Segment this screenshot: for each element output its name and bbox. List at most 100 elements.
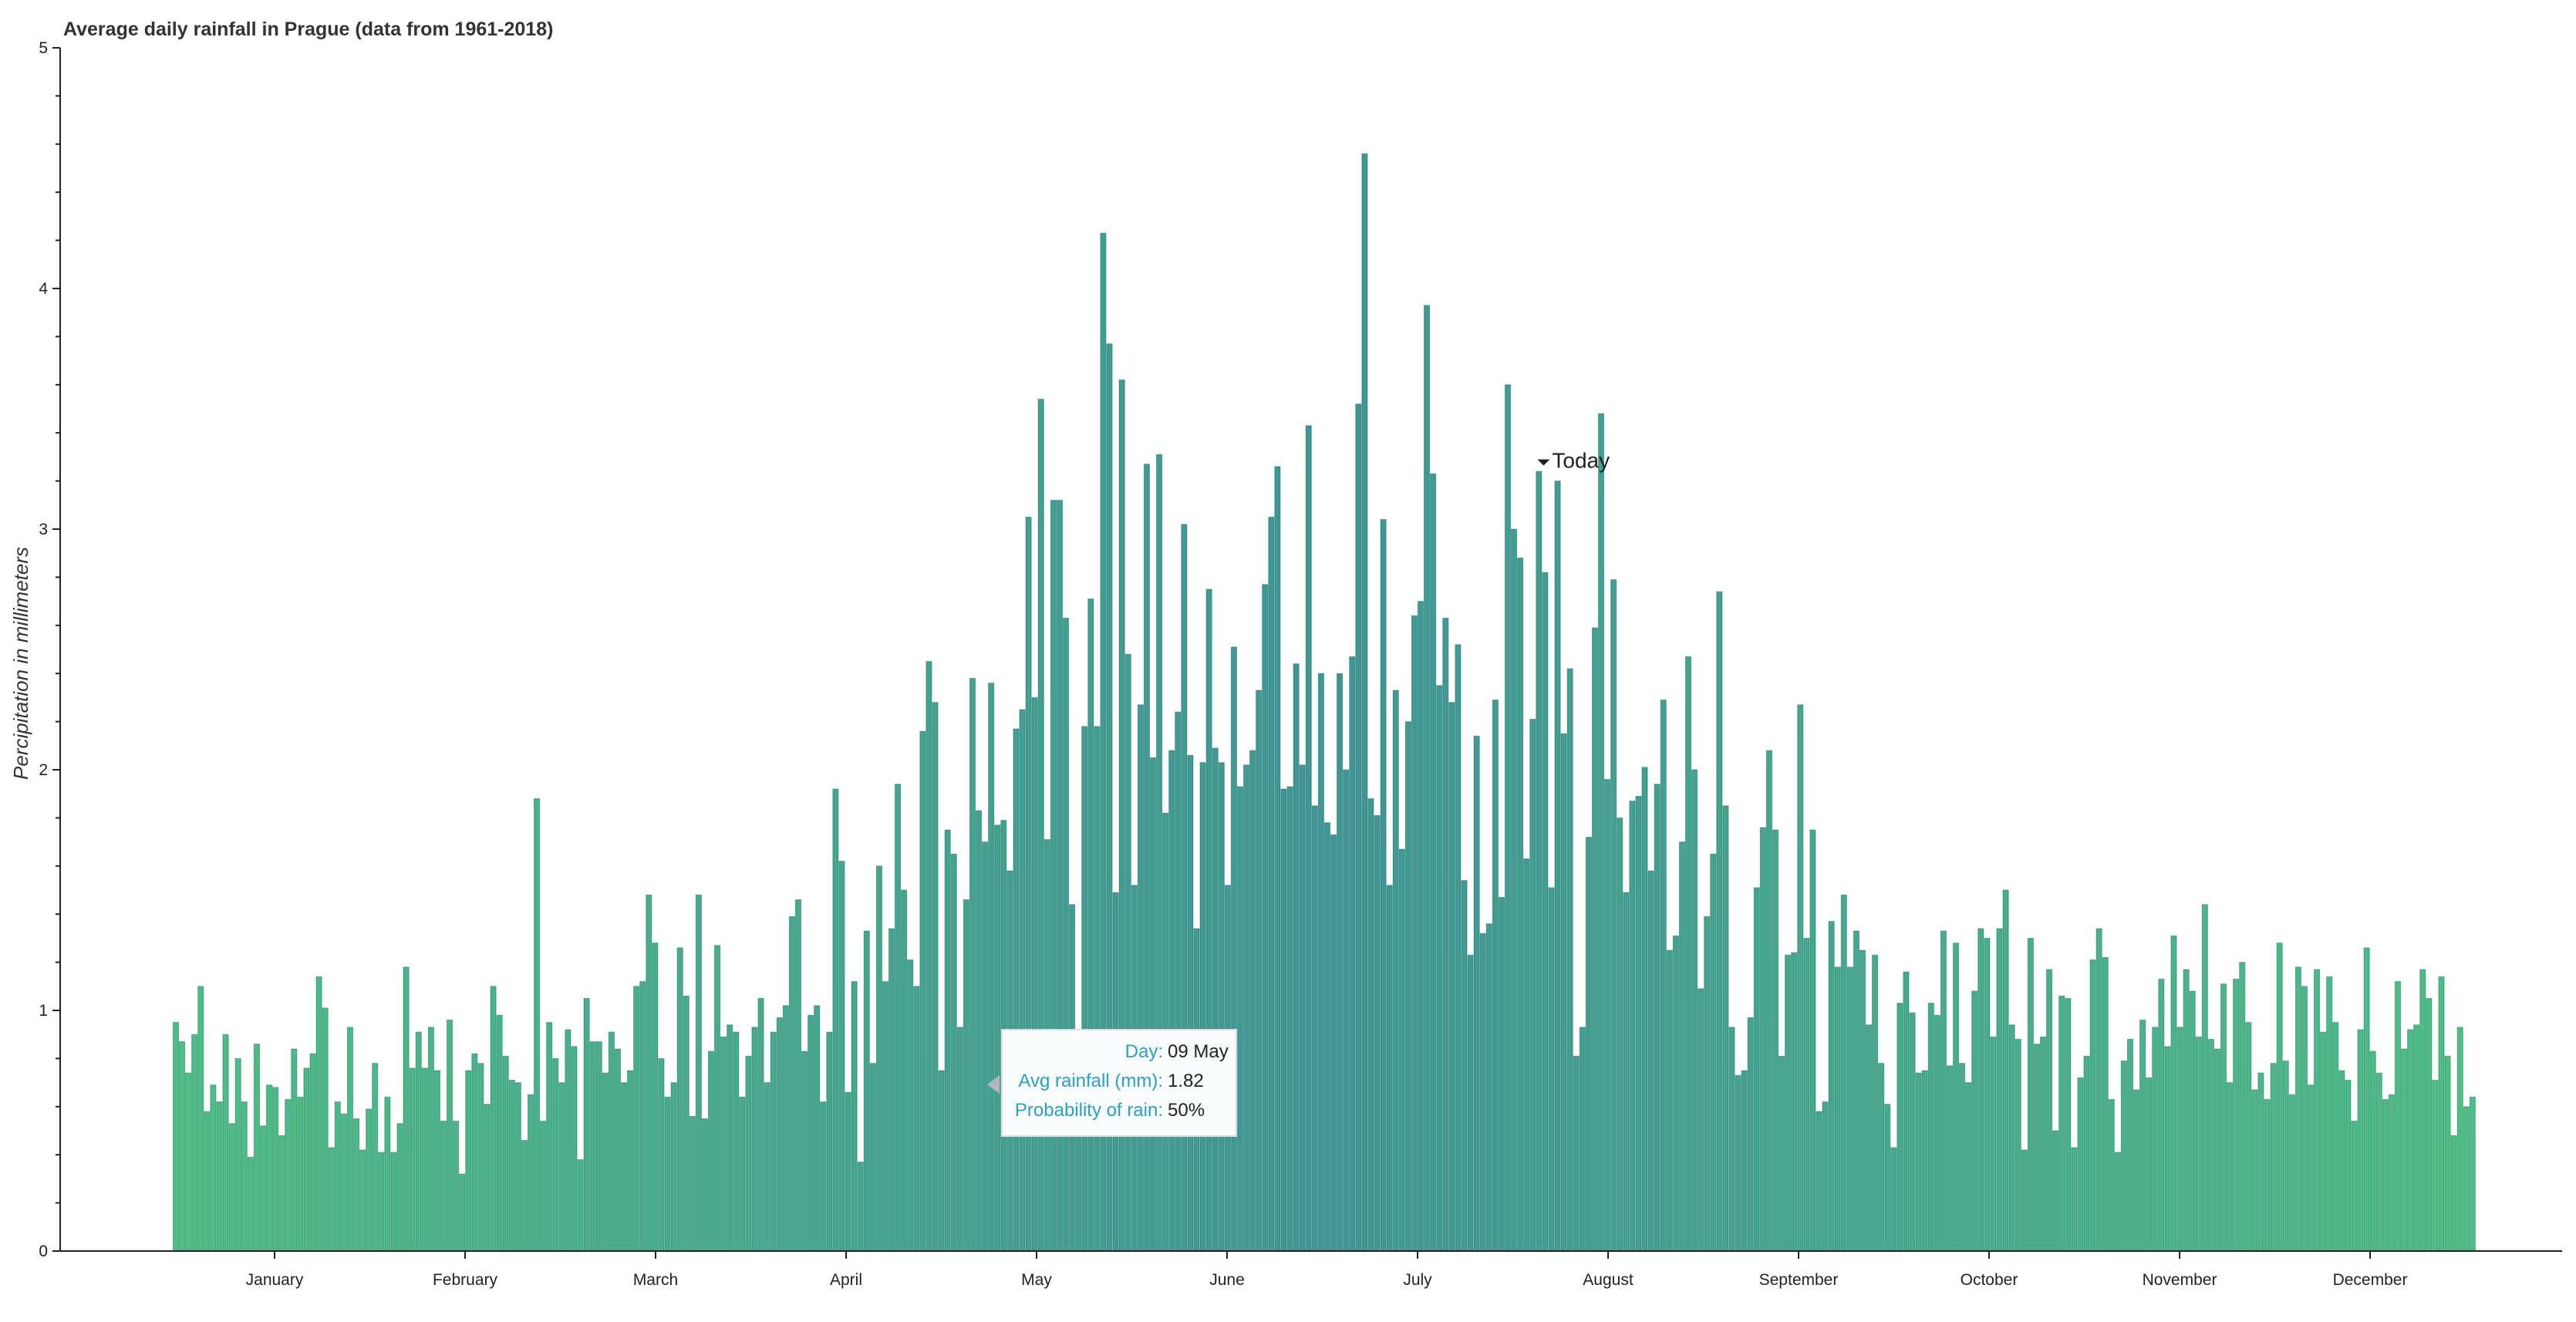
bar-day-22[interactable] [303, 1067, 310, 1252]
bar-day-232[interactable] [1610, 579, 1617, 1252]
bar-day-130[interactable] [975, 810, 983, 1252]
bar-day-67[interactable] [583, 997, 590, 1252]
bar-day-38[interactable] [403, 966, 410, 1252]
bar-day-103[interactable] [808, 1014, 814, 1252]
bar-day-356[interactable] [2382, 1098, 2389, 1252]
bar-day-197[interactable] [1392, 690, 1399, 1252]
bar-day-245[interactable] [1691, 769, 1698, 1252]
bar-day-95[interactable] [757, 997, 764, 1252]
bar-day-274[interactable] [1872, 954, 1879, 1252]
bar-day-211[interactable] [1479, 932, 1486, 1252]
bar-day-172[interactable] [1236, 786, 1244, 1252]
bar-day-12[interactable] [241, 1101, 248, 1252]
bar-day-23[interactable] [309, 1053, 316, 1252]
bar-day-30[interactable] [352, 1118, 360, 1252]
bar-day-322[interactable] [2170, 935, 2177, 1252]
bar-day-206[interactable] [1448, 702, 1455, 1252]
bar-day-285[interactable] [1940, 930, 1947, 1252]
bar-day-175[interactable] [1256, 690, 1263, 1252]
bar-day-177[interactable] [1268, 516, 1275, 1252]
bar-day-64[interactable] [565, 1029, 572, 1252]
bar-day-320[interactable] [2158, 978, 2165, 1252]
bar-day-133[interactable] [994, 825, 1001, 1252]
bar-day-343[interactable] [2301, 986, 2308, 1252]
bar-day-368[interactable] [2456, 1027, 2463, 1252]
bar-day-220[interactable] [1536, 470, 1543, 1252]
bar-day-179[interactable] [1280, 788, 1287, 1252]
bar-day-267[interactable] [1828, 921, 1835, 1252]
bar-day-299[interactable] [2027, 937, 2034, 1252]
bar-day-6[interactable] [204, 1111, 211, 1252]
bar-day-66[interactable] [577, 1158, 584, 1252]
bar-day-216[interactable] [1510, 528, 1518, 1252]
bar-day-284[interactable] [1934, 1014, 1940, 1252]
bar-day-246[interactable] [1698, 988, 1704, 1252]
bar-day-280[interactable] [1909, 1012, 1916, 1252]
bar-day-183[interactable] [1305, 425, 1312, 1252]
bar-day-203[interactable] [1430, 473, 1437, 1252]
bar-day-98[interactable] [776, 1017, 783, 1252]
bar-day-169[interactable] [1218, 762, 1225, 1252]
bar-day-354[interactable] [2369, 1051, 2376, 1252]
bar-day-199[interactable] [1404, 721, 1411, 1252]
bar-day-29[interactable] [346, 1027, 354, 1252]
bar-day-147[interactable] [1081, 726, 1088, 1252]
bar-day-189[interactable] [1343, 769, 1350, 1252]
bar-day-288[interactable] [1958, 1063, 1966, 1252]
bar-day-185[interactable] [1317, 673, 1324, 1252]
bar-day-31[interactable] [359, 1149, 366, 1252]
bar-day-251[interactable] [1728, 1027, 1735, 1252]
bar-day-341[interactable] [2288, 1094, 2295, 1252]
bar-day-7[interactable] [210, 1084, 217, 1252]
bar-day-181[interactable] [1293, 663, 1300, 1252]
bar-day-298[interactable] [2021, 1149, 2028, 1252]
bar-day-41[interactable] [421, 1067, 428, 1252]
bar-day-261[interactable] [1791, 952, 1798, 1252]
bar-day-17[interactable] [272, 1087, 279, 1252]
bar-day-311[interactable] [2102, 956, 2109, 1252]
bar-day-258[interactable] [1772, 829, 1779, 1252]
bar-day-278[interactable] [1897, 1003, 1903, 1252]
bar-day-131[interactable] [982, 841, 989, 1252]
bar-day-56[interactable] [514, 1082, 521, 1252]
bar-day-3[interactable] [185, 1072, 192, 1252]
bar-day-20[interactable] [291, 1048, 298, 1252]
bar-day-210[interactable] [1473, 735, 1480, 1252]
bar-day-268[interactable] [1834, 966, 1841, 1252]
bar-day-81[interactable] [670, 1082, 677, 1252]
bar-day-282[interactable] [1921, 1070, 1928, 1252]
bar-day-84[interactable] [689, 1115, 696, 1252]
bar-day-21[interactable] [297, 1096, 304, 1252]
bar-day-37[interactable] [396, 1123, 403, 1252]
bar-day-286[interactable] [1946, 1065, 1954, 1252]
bar-day-173[interactable] [1242, 764, 1250, 1252]
bar-day-321[interactable] [2164, 1046, 2171, 1252]
bar-day-279[interactable] [1903, 971, 1910, 1252]
bar-day-109[interactable] [845, 1091, 851, 1252]
bar-day-283[interactable] [1927, 1003, 1934, 1252]
bar-day-335[interactable] [2251, 1089, 2258, 1252]
bar-day-361[interactable] [2413, 1024, 2420, 1252]
bar-day-61[interactable] [546, 1022, 553, 1252]
bar-day-13[interactable] [247, 1156, 254, 1252]
bar-day-207[interactable] [1455, 644, 1462, 1252]
bar-day-221[interactable] [1542, 572, 1549, 1252]
bar-day-317[interactable] [2139, 1019, 2146, 1252]
bar-day-201[interactable] [1417, 601, 1425, 1252]
bar-day-225[interactable] [1566, 668, 1573, 1252]
bar-day-45[interactable] [446, 1019, 453, 1252]
bar-day-9[interactable] [222, 1034, 229, 1252]
bar-day-11[interactable] [234, 1057, 241, 1252]
bar-day-110[interactable] [851, 981, 858, 1252]
bar-day-162[interactable] [1175, 711, 1182, 1252]
bar-day-272[interactable] [1859, 949, 1866, 1252]
bar-day-269[interactable] [1840, 894, 1847, 1252]
bar-day-229[interactable] [1591, 627, 1599, 1252]
bar-day-136[interactable] [1013, 728, 1020, 1252]
bar-day-171[interactable] [1230, 646, 1238, 1252]
bar-day-144[interactable] [1062, 617, 1070, 1252]
bar-day-290[interactable] [1971, 990, 1978, 1252]
bar-day-332[interactable] [2233, 978, 2240, 1252]
bar-day-273[interactable] [1865, 1024, 1873, 1252]
bar-day-163[interactable] [1181, 524, 1188, 1252]
